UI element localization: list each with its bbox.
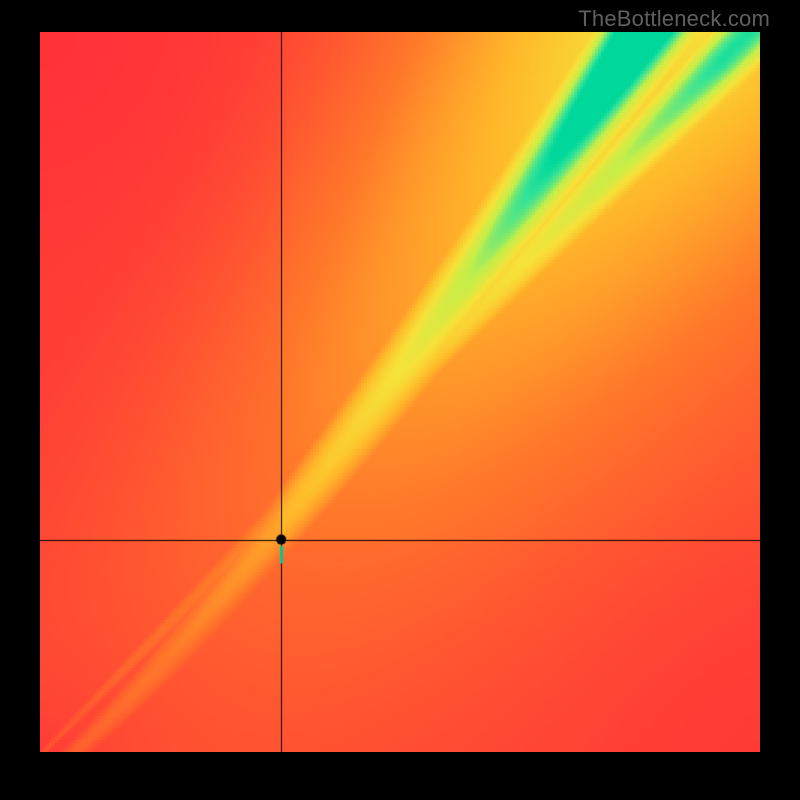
chart-container: TheBottleneck.com <box>0 0 800 800</box>
watermark-text: TheBottleneck.com <box>578 6 770 32</box>
heatmap-canvas <box>40 32 760 752</box>
heatmap-plot-area <box>40 32 760 752</box>
